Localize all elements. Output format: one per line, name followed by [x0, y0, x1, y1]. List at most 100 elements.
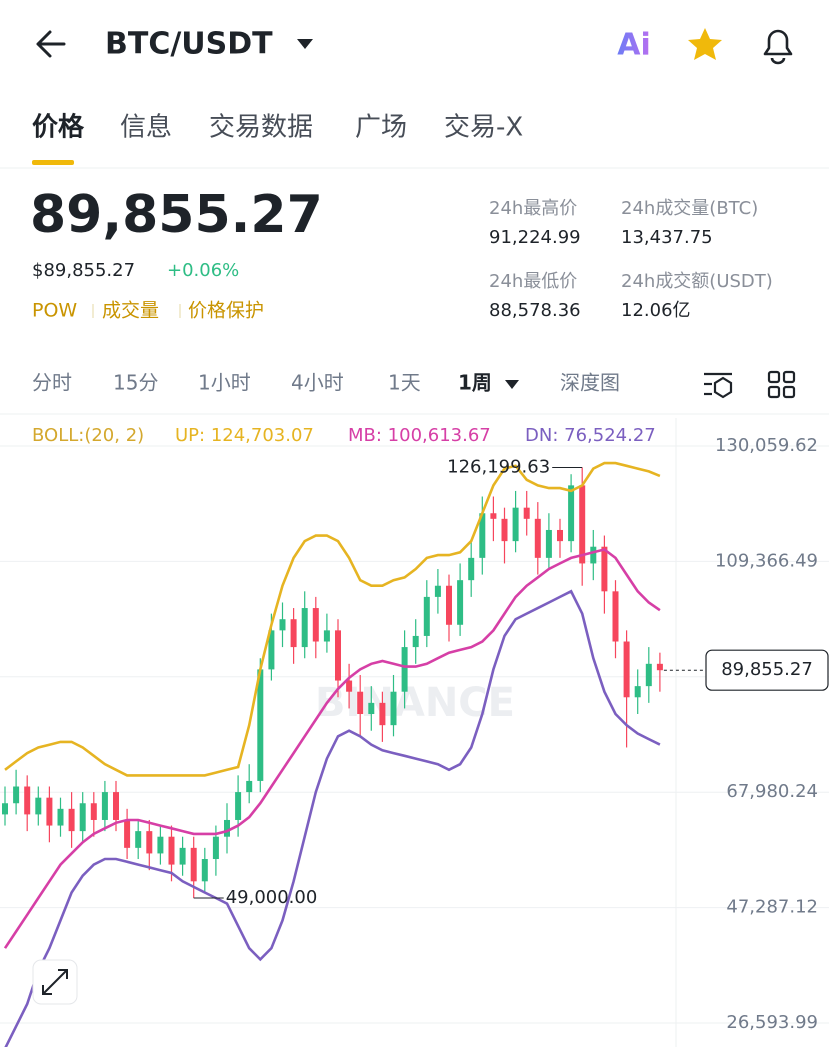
candle-body	[557, 529, 563, 542]
last-price: 89,855.27	[30, 185, 323, 245]
interval[interactable]: 1小时	[198, 371, 251, 395]
interval-dropdown[interactable]	[505, 380, 519, 389]
stat-label: 24h最高价	[489, 198, 577, 219]
interval[interactable]: 15分	[113, 371, 158, 395]
interval[interactable]: 4小时	[291, 371, 344, 395]
interval[interactable]: 1天	[388, 371, 421, 395]
boll-line	[4, 589, 661, 1047]
interval[interactable]: 深度图	[560, 371, 620, 395]
fullscreen-button[interactable]	[32, 959, 78, 1005]
tab-indicator	[32, 160, 74, 165]
tag[interactable]: POW	[32, 300, 77, 322]
indicator-label: BOLL:(20, 2)	[32, 425, 144, 446]
candle-body	[501, 518, 508, 542]
candle-body	[423, 596, 430, 636]
price-change: +0.06%	[167, 260, 239, 281]
candle-body	[235, 792, 242, 820]
candle-body	[113, 792, 119, 820]
low-label: 49,000.00	[226, 887, 318, 908]
legend-entry: DN: 76,524.27	[525, 425, 656, 446]
candle-body	[257, 669, 264, 781]
candle-body	[346, 680, 353, 692]
candle-body	[545, 529, 552, 558]
candle-body	[590, 546, 597, 564]
candle-body	[301, 608, 308, 648]
candle-body	[135, 831, 142, 848]
y-tick-label: 47,287.12	[726, 897, 818, 918]
candle-body	[13, 786, 20, 804]
notification-button[interactable]	[763, 29, 793, 65]
legend-entry: UP: 124,703.07	[175, 425, 314, 446]
candle-body	[523, 507, 530, 519]
candle-body	[357, 691, 364, 715]
layout-button[interactable]	[767, 370, 796, 399]
tab[interactable]: 交易数据	[209, 113, 313, 143]
candle-body	[290, 619, 297, 648]
candle-body	[568, 485, 575, 542]
legend-entry: MB: 100,613.67	[348, 425, 491, 446]
candle-body	[168, 836, 175, 865]
candle-body	[534, 518, 541, 558]
y-tick-label: 67,980.24	[726, 781, 818, 802]
high-label: 126,199.63	[447, 457, 550, 478]
candle-body	[190, 847, 197, 882]
candle-body	[368, 702, 375, 715]
tab[interactable]: 广场	[355, 113, 407, 143]
pair-dropdown[interactable]	[297, 39, 313, 49]
stat-label: 24h成交量(BTC)	[621, 198, 758, 219]
candle-body	[634, 686, 641, 698]
y-tick-label: 130,059.62	[715, 435, 818, 456]
boll-line	[4, 461, 661, 777]
last-price-box	[705, 649, 829, 691]
favorite-button[interactable]	[688, 28, 722, 60]
candle-body	[446, 585, 452, 625]
candle-body	[246, 780, 253, 793]
candle-body	[656, 663, 663, 671]
candle-body	[401, 647, 408, 692]
candle-body	[390, 691, 397, 726]
stat-value: 88,578.36	[489, 300, 581, 321]
candle-body	[2, 803, 8, 815]
candle-body	[335, 630, 341, 681]
candle-body	[623, 641, 630, 698]
stat-value: 91,224.99	[489, 227, 581, 248]
candle-body	[512, 507, 519, 542]
boll-line	[3, 548, 661, 949]
candle-body	[412, 635, 419, 648]
interval[interactable]: 1周	[458, 371, 492, 395]
candle-body	[146, 831, 153, 854]
candle-body	[79, 803, 86, 832]
ai-button[interactable]: Ai	[617, 28, 651, 63]
stat-value: 13,437.75	[621, 227, 713, 248]
candle-body	[68, 808, 75, 832]
candle-body	[579, 485, 586, 564]
candle-body	[124, 819, 131, 848]
tab[interactable]: 信息	[120, 113, 172, 143]
stat-label: 24h最低价	[489, 271, 577, 292]
candle-body	[212, 836, 219, 860]
candle-body	[179, 847, 186, 865]
candle-body	[479, 513, 486, 558]
last-price-label: 89,855.27	[721, 659, 813, 680]
candle-body	[24, 786, 31, 815]
chart-settings-button[interactable]	[704, 372, 733, 399]
candle-body	[201, 859, 208, 882]
candle-body	[323, 630, 330, 642]
tab[interactable]: 价格	[32, 112, 85, 143]
y-tick-label: 109,366.49	[715, 550, 818, 571]
candle-body	[35, 797, 42, 815]
candle-body	[490, 513, 497, 519]
tag[interactable]: 成交量	[102, 300, 159, 322]
candle-body	[601, 546, 608, 592]
back-button[interactable]	[36, 30, 66, 58]
stat-label: 24h成交额(USDT)	[621, 271, 773, 292]
candle-body	[90, 803, 97, 820]
candle-body	[279, 619, 286, 631]
candle-body	[312, 608, 319, 642]
interval[interactable]: 分时	[32, 371, 72, 395]
tab[interactable]: 交易-X	[444, 113, 523, 143]
tag[interactable]: 价格保护	[188, 300, 264, 322]
pair-title[interactable]: BTC/USDT	[105, 27, 273, 62]
